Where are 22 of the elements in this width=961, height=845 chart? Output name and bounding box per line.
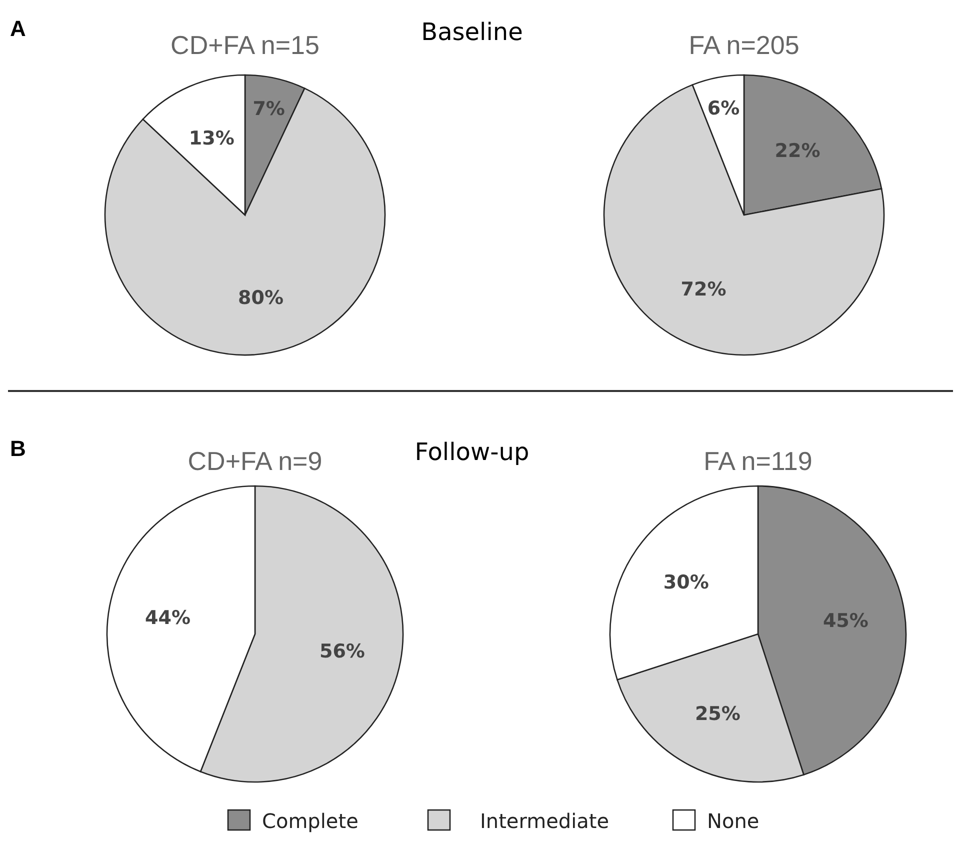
text: Baseline: [421, 18, 523, 46]
chart-title: CD+FA n=9: [188, 446, 322, 476]
text: Follow-up: [414, 438, 530, 466]
data-label: 13%: [188, 128, 234, 150]
text: B: [10, 436, 26, 461]
data-label: 56%: [319, 640, 365, 662]
text: A: [10, 16, 26, 41]
data-label: 30%: [663, 571, 709, 594]
chart-title: CD+FA n=15: [170, 30, 320, 60]
legend-label: None: [707, 809, 760, 833]
data-label: 80%: [238, 287, 284, 310]
data-label: 6%: [707, 97, 740, 120]
legend-label: Complete: [262, 809, 358, 833]
data-label: 44%: [145, 607, 191, 630]
data-label: 25%: [694, 702, 740, 725]
data-label: 72%: [680, 278, 726, 300]
legend-label: Intermediate: [480, 809, 610, 833]
data-label: 7%: [252, 98, 285, 120]
chart-title: FA n=119: [704, 446, 812, 476]
chart-title: FA n=205: [688, 30, 800, 60]
data-label: 45%: [822, 610, 868, 632]
data-label: 22%: [774, 140, 820, 162]
